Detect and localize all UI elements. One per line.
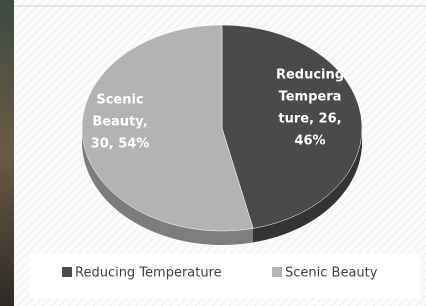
data-label: Beauty, <box>92 115 147 130</box>
data-label: 46% <box>294 134 325 149</box>
chart: Reducing Tempera ture, 26, 46% Scenic Beauty,… <box>0 0 426 306</box>
legend-label: Scenic Beauty <box>285 266 378 281</box>
data-label: 30, 54% <box>91 137 150 152</box>
photo-strip <box>0 0 14 306</box>
data-label: Scenic <box>96 93 143 108</box>
data-label: Tempera <box>279 90 342 105</box>
data-label: ture, 26, <box>278 112 341 127</box>
data-label: Reducing <box>276 68 344 83</box>
legend-label: Reducing Temperature <box>75 266 222 281</box>
legend-swatch <box>272 267 282 277</box>
legend-swatch <box>62 267 72 277</box>
